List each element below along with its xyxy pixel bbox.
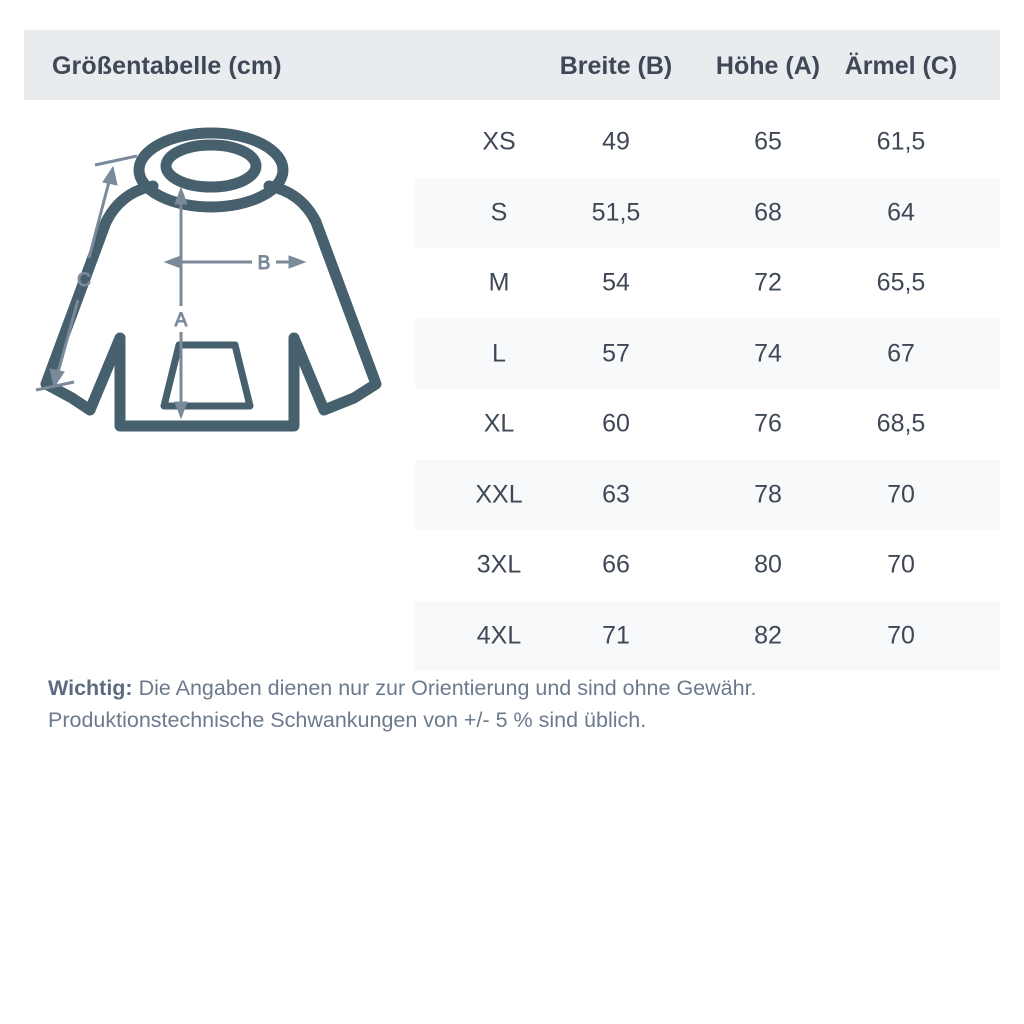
cell-hoehe: 68 <box>754 198 782 227</box>
column-header-breite: Breite (B) <box>559 52 673 80</box>
cell-size: 3XL <box>476 550 522 579</box>
table-row[interactable]: XL 60 76 68,5 <box>415 389 1000 460</box>
cell-breite: 71 <box>602 621 630 650</box>
cell-hoehe: 74 <box>754 339 782 368</box>
dimension-label-b: B <box>258 253 271 274</box>
cell-size: XXL <box>475 480 523 509</box>
dimension-arrow-b <box>163 255 307 269</box>
cell-breite: 49 <box>602 127 630 156</box>
cell-size: XL <box>483 409 515 438</box>
table-header-band <box>24 30 1000 100</box>
dimension-label-a: A <box>175 310 188 331</box>
cell-aermel: 67 <box>887 339 915 368</box>
table-row[interactable]: L 57 74 67 <box>415 318 1000 389</box>
cell-breite: 57 <box>602 339 630 368</box>
table-row[interactable]: M 54 72 65,5 <box>415 248 1000 319</box>
dimension-label-c: C <box>77 270 91 291</box>
table-row[interactable]: XXL 63 78 70 <box>415 459 1000 530</box>
cell-aermel: 61,5 <box>876 127 926 156</box>
cell-aermel: 70 <box>887 550 915 579</box>
cell-size: XS <box>482 127 516 156</box>
cell-size: S <box>490 198 508 227</box>
size-table: XS 49 65 61,5 S 51,5 68 64 M 54 72 65,5 … <box>415 107 1000 671</box>
disclaimer-line-1: Die Angaben dienen nur zur Orientierung … <box>132 676 757 700</box>
cell-size: 4XL <box>476 621 522 650</box>
hoodie-garment-icon <box>40 127 382 432</box>
table-row[interactable]: S 51,5 68 64 <box>415 177 1000 248</box>
cell-aermel: 70 <box>887 621 915 650</box>
cell-breite: 54 <box>602 268 630 297</box>
page-title: Größentabelle (cm) <box>52 52 282 80</box>
cell-hoehe: 78 <box>754 480 782 509</box>
hoodie-illustration: A B C <box>24 110 414 450</box>
table-row[interactable]: 4XL 71 82 70 <box>415 600 1000 671</box>
cell-breite: 63 <box>602 480 630 509</box>
cell-aermel: 68,5 <box>876 409 926 438</box>
disclaimer-label: Wichtig: <box>48 676 133 700</box>
cell-size: M <box>488 268 510 297</box>
column-header-aermel: Ärmel (C) <box>844 52 958 80</box>
cell-breite: 51,5 <box>591 198 641 227</box>
cell-aermel: 64 <box>887 198 915 227</box>
cell-hoehe: 80 <box>754 550 782 579</box>
cell-aermel: 70 <box>887 480 915 509</box>
cell-breite: 60 <box>602 409 630 438</box>
cell-breite: 66 <box>602 550 630 579</box>
column-header-hoehe: Höhe (A) <box>715 52 821 80</box>
cell-hoehe: 76 <box>754 409 782 438</box>
disclaimer-note: Wichtig: Die Angaben dienen nur zur Orie… <box>48 672 998 736</box>
table-row[interactable]: XS 49 65 61,5 <box>415 107 1000 178</box>
disclaimer-line-2: Produktionstechnische Schwankungen von +… <box>48 708 647 732</box>
dimension-arrow-a <box>174 186 188 420</box>
cell-aermel: 65,5 <box>876 268 926 297</box>
dimension-arrows: A B C <box>35 154 307 420</box>
dimension-arrow-c <box>35 154 138 392</box>
table-row[interactable]: 3XL 66 80 70 <box>415 530 1000 601</box>
cell-hoehe: 72 <box>754 268 782 297</box>
cell-hoehe: 65 <box>754 127 782 156</box>
cell-size: L <box>492 339 506 368</box>
cell-hoehe: 82 <box>754 621 782 650</box>
